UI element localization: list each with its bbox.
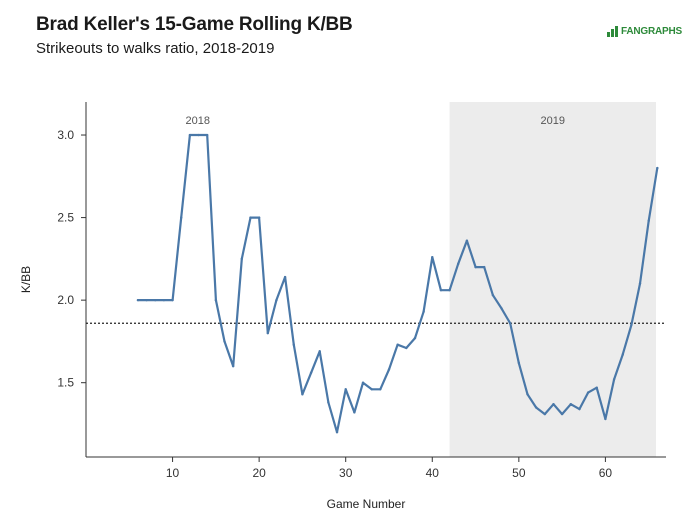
data-point [491, 293, 495, 297]
data-point [283, 275, 287, 279]
data-point [483, 265, 486, 269]
data-point [526, 393, 529, 396]
data-point [223, 340, 226, 343]
data-point [656, 166, 659, 170]
data-point [508, 322, 512, 325]
data-point [214, 298, 218, 302]
data-point [586, 391, 590, 394]
chart-subtitle: Strikeouts to walks ratio, 2018-2019 [36, 40, 275, 57]
data-point [396, 343, 399, 346]
season-2019-shading [449, 102, 656, 457]
y-axis-ticks: 1.5 2.0 2.5 3.0 [57, 128, 86, 390]
data-point [474, 265, 477, 269]
data-point [136, 298, 140, 302]
data-point [257, 216, 261, 219]
data-point [162, 298, 166, 302]
fangraphs-logo-text: FANGRAPHS [621, 25, 682, 37]
y-tick-label: 3.0 [57, 128, 74, 142]
fangraphs-logo: FANGRAPHS [607, 25, 682, 37]
data-point [309, 371, 313, 374]
data-point [197, 133, 200, 137]
data-point [379, 388, 382, 391]
season-2019-label: 2019 [541, 115, 565, 127]
x-tick-label: 60 [599, 466, 613, 480]
data-point [552, 402, 555, 406]
data-point [335, 431, 339, 434]
data-point [630, 323, 633, 327]
y-axis-label: K/BB [19, 266, 33, 293]
data-point [231, 364, 235, 368]
y-tick-label: 2.0 [57, 293, 74, 307]
data-point [560, 412, 564, 416]
data-point [171, 298, 174, 302]
data-point [595, 386, 598, 389]
x-tick-label: 30 [339, 466, 353, 480]
data-point [154, 298, 157, 302]
fangraphs-logo-icon [607, 26, 619, 37]
data-point [448, 289, 451, 292]
data-point [387, 368, 391, 371]
data-point [361, 381, 365, 384]
data-point [188, 133, 192, 137]
data-point [240, 257, 244, 261]
data-point [145, 298, 148, 302]
data-point [578, 407, 581, 411]
kbb-data-points [136, 133, 659, 434]
data-point [327, 401, 330, 404]
data-point [413, 336, 417, 340]
data-point [534, 406, 538, 409]
data-point [457, 262, 460, 266]
y-tick-label: 2.5 [57, 211, 74, 225]
data-point [249, 216, 252, 219]
data-point [431, 256, 434, 259]
data-point [301, 393, 304, 396]
data-point [647, 219, 650, 223]
y-tick-label: 1.5 [57, 376, 74, 390]
data-point [500, 307, 503, 310]
x-axis-ticks: 10 20 30 40 50 60 [166, 457, 613, 480]
data-point [543, 412, 547, 416]
data-point [275, 298, 278, 302]
data-point [180, 216, 183, 219]
data-point [638, 282, 642, 285]
data-point [604, 417, 607, 421]
season-2018-label: 2018 [186, 115, 210, 127]
x-tick-label: 20 [252, 466, 266, 480]
data-point [517, 361, 521, 365]
x-tick-label: 10 [166, 466, 180, 480]
data-point [405, 346, 408, 350]
x-tick-label: 50 [512, 466, 526, 480]
data-point [569, 402, 572, 406]
x-axis-label: Game Number [327, 497, 406, 511]
data-point [353, 411, 356, 414]
data-point [370, 388, 373, 391]
data-point [612, 378, 616, 381]
data-point [318, 350, 321, 353]
x-tick-label: 40 [426, 466, 440, 480]
data-point [439, 289, 443, 292]
data-point [266, 331, 269, 335]
data-point [205, 133, 209, 137]
data-point [344, 388, 347, 391]
chart-title: Brad Keller's 15-Game Rolling K/BB [36, 14, 353, 35]
data-point [465, 239, 469, 242]
data-point [292, 343, 295, 346]
data-point [621, 353, 624, 356]
data-point [422, 310, 425, 313]
